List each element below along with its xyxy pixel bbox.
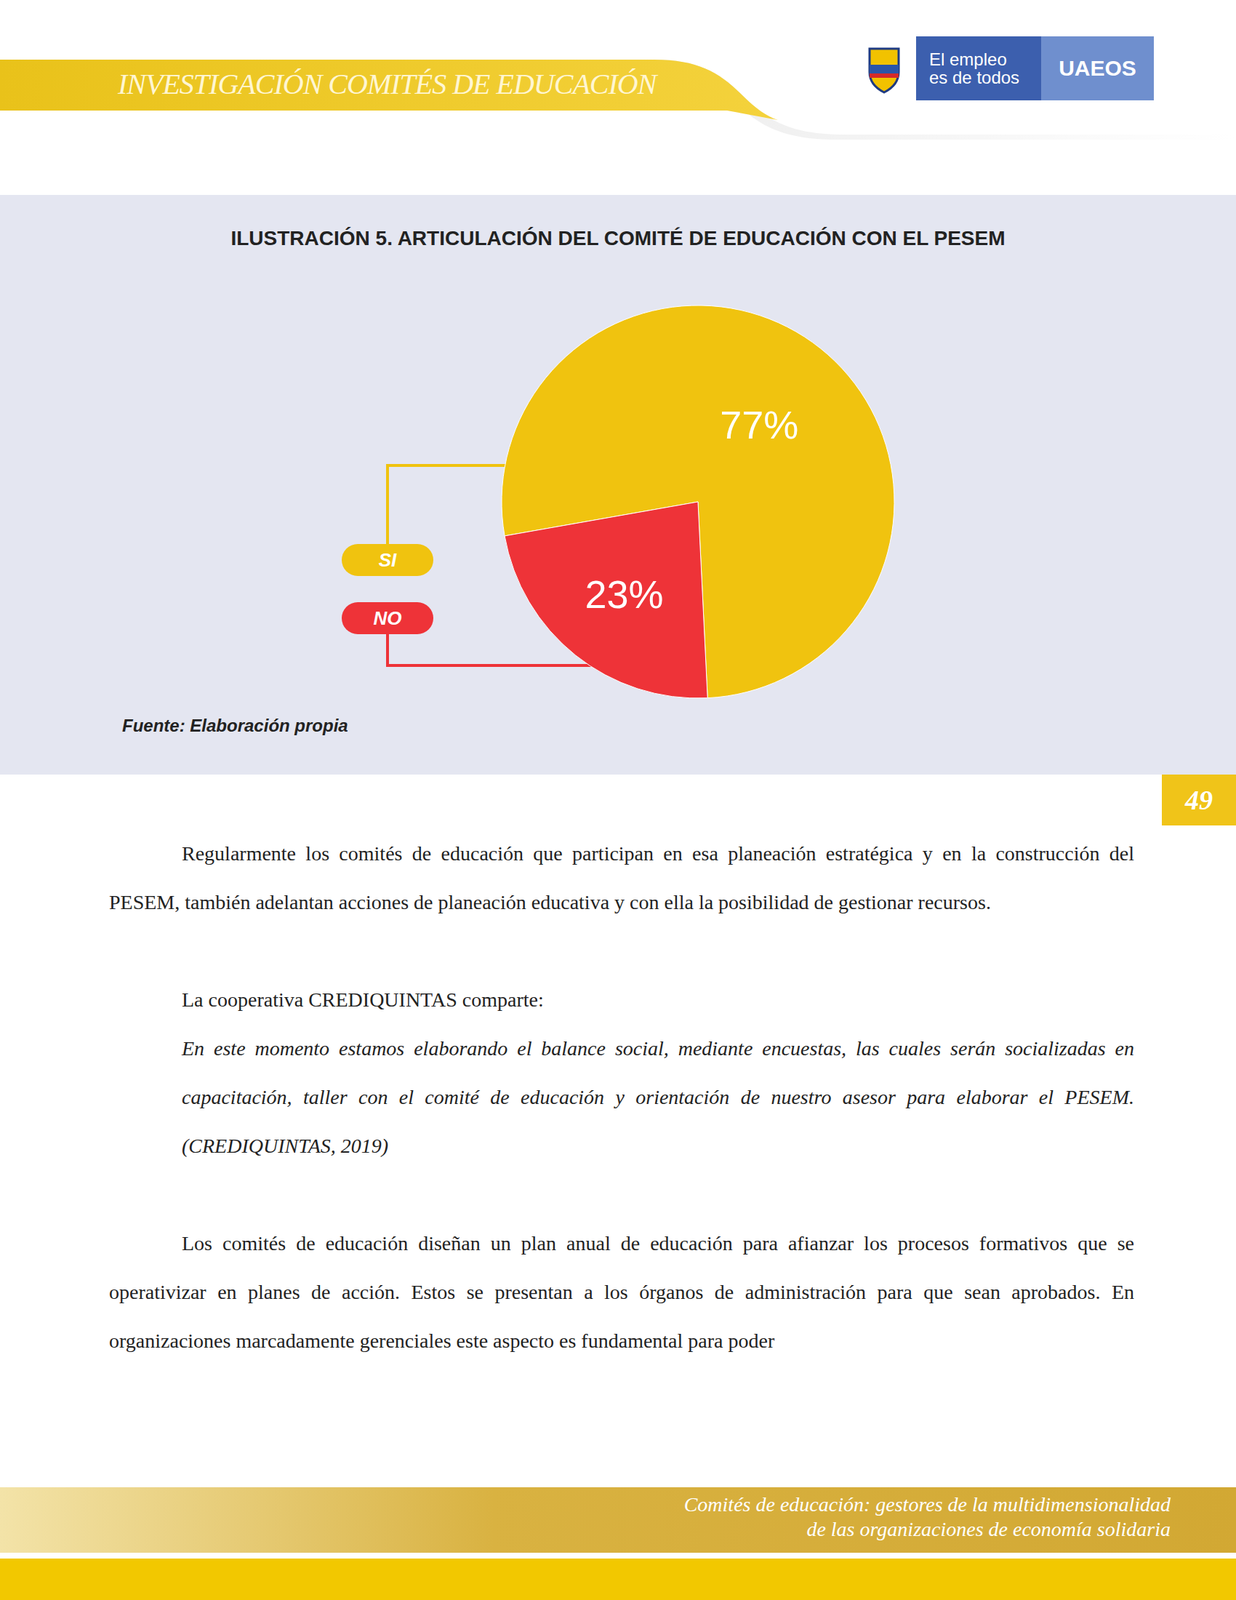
- html-text:es de todos: es de todos: [929, 67, 1020, 88]
- html-text:UAEOS: UAEOS: [1058, 55, 1137, 80]
- html-text:Regularmente los comités de ed: Regularmente los comités de educación qu…: [109, 841, 1135, 914]
- html-text:El empleo: El empleo: [929, 49, 1007, 70]
- html-text:ILUSTRACIÓN 5. ARTICULACIÓN DE: ILUSTRACIÓN 5. ARTICULACIÓN DEL COMITÉ D…: [230, 226, 1006, 250]
- html-text:Comités de educación: gestores: Comités de educación: gestores de la mul…: [683, 1492, 1171, 1516]
- html-text:La cooperativa CREDIQUINTAS co: La cooperativa CREDIQUINTAS comparte:: [181, 988, 544, 1011]
- html-text:SI: SI: [378, 548, 397, 571]
- html-text:Los comités de educación diseñ: Los comités de educación diseñan un plan…: [109, 1231, 1135, 1352]
- svg-text:23%: 23%: [585, 572, 664, 616]
- html-text:NO: NO: [373, 607, 402, 629]
- html-text:INVESTIGACIÓN COMITÉS DE EDUCA: INVESTIGACIÓN COMITÉS DE EDUCACIÓN: [117, 67, 657, 101]
- html-text:49: 49: [1185, 784, 1213, 816]
- html-text:En este momento estamos elabor: En este momento estamos elaborando el ba…: [181, 1036, 1135, 1157]
- svg-text:77%: 77%: [719, 402, 799, 447]
- html-text:Fuente: Elaboración propia: Fuente: Elaboración propia: [122, 715, 349, 736]
- html-text:de las organizaciones de econo: de las organizaciones de economía solida…: [806, 1517, 1171, 1540]
